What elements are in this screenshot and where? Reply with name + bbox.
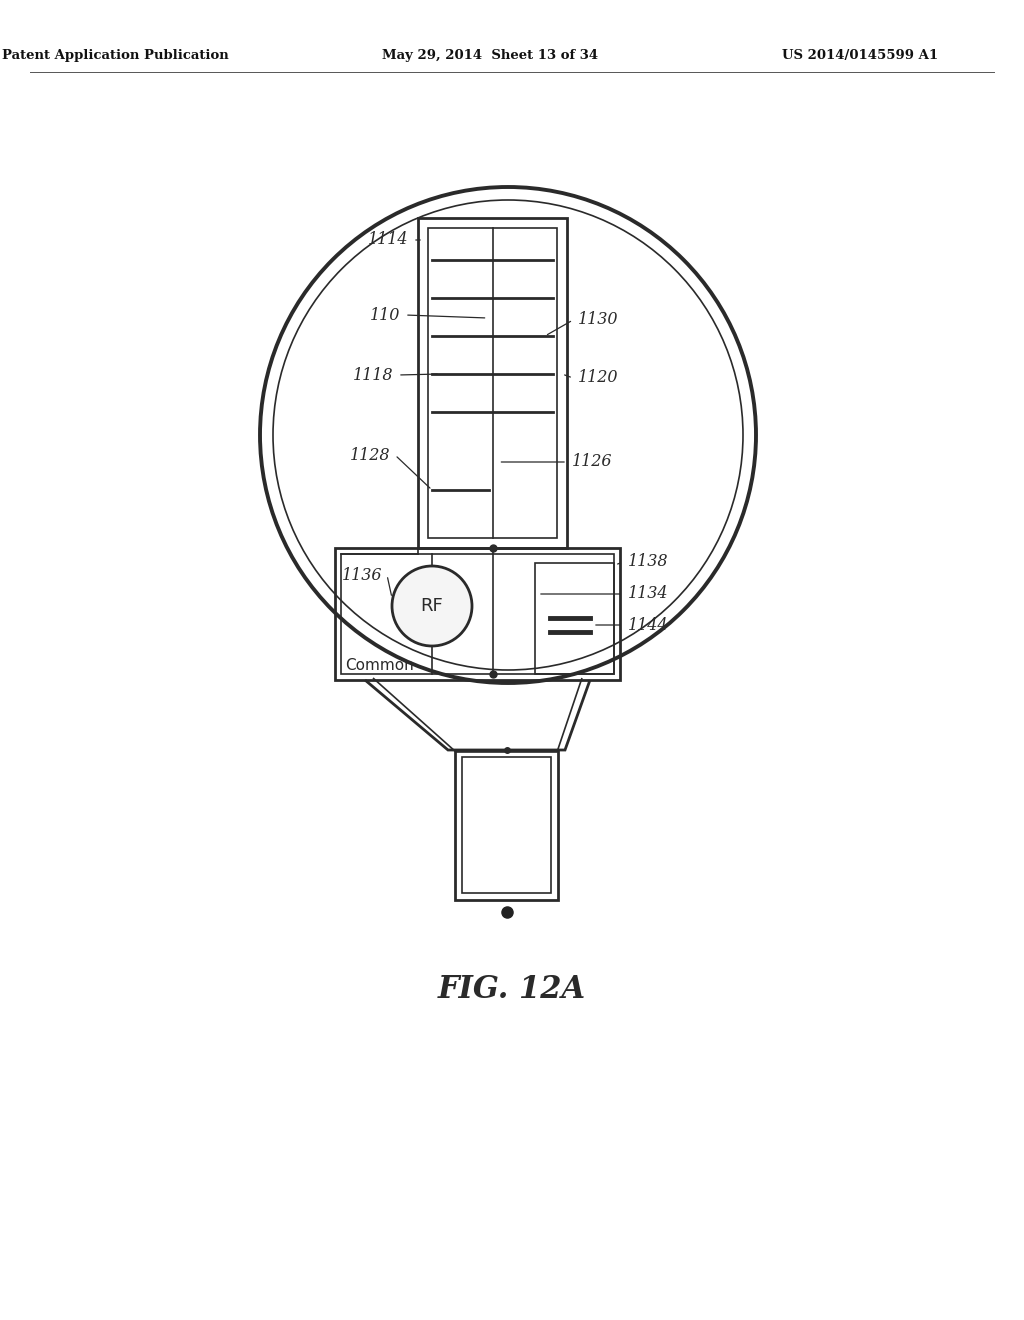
- Bar: [335, 548, 620, 680]
- Text: 1126: 1126: [572, 454, 612, 470]
- Text: 1138: 1138: [628, 553, 669, 570]
- Text: 1114: 1114: [368, 231, 408, 248]
- Bar: [455, 750, 558, 900]
- Text: 1134: 1134: [628, 586, 669, 602]
- Text: 1128: 1128: [349, 446, 390, 463]
- Text: US 2014/0145599 A1: US 2014/0145599 A1: [782, 49, 938, 62]
- Circle shape: [392, 566, 472, 645]
- Text: 1144: 1144: [628, 616, 669, 634]
- Bar: [535, 564, 614, 675]
- Text: 1136: 1136: [341, 566, 382, 583]
- Text: 1118: 1118: [352, 367, 393, 384]
- Text: 1120: 1120: [578, 370, 618, 387]
- Bar: [418, 218, 567, 548]
- Text: Common: Common: [345, 657, 414, 672]
- Bar: [428, 228, 557, 539]
- Bar: [341, 554, 614, 675]
- Text: FIG. 12A: FIG. 12A: [438, 974, 586, 1006]
- Text: May 29, 2014  Sheet 13 of 34: May 29, 2014 Sheet 13 of 34: [382, 49, 598, 62]
- Text: Patent Application Publication: Patent Application Publication: [2, 49, 228, 62]
- Bar: [462, 756, 551, 894]
- Text: 1130: 1130: [578, 312, 618, 329]
- Text: 110: 110: [370, 306, 400, 323]
- Text: RF: RF: [421, 597, 443, 615]
